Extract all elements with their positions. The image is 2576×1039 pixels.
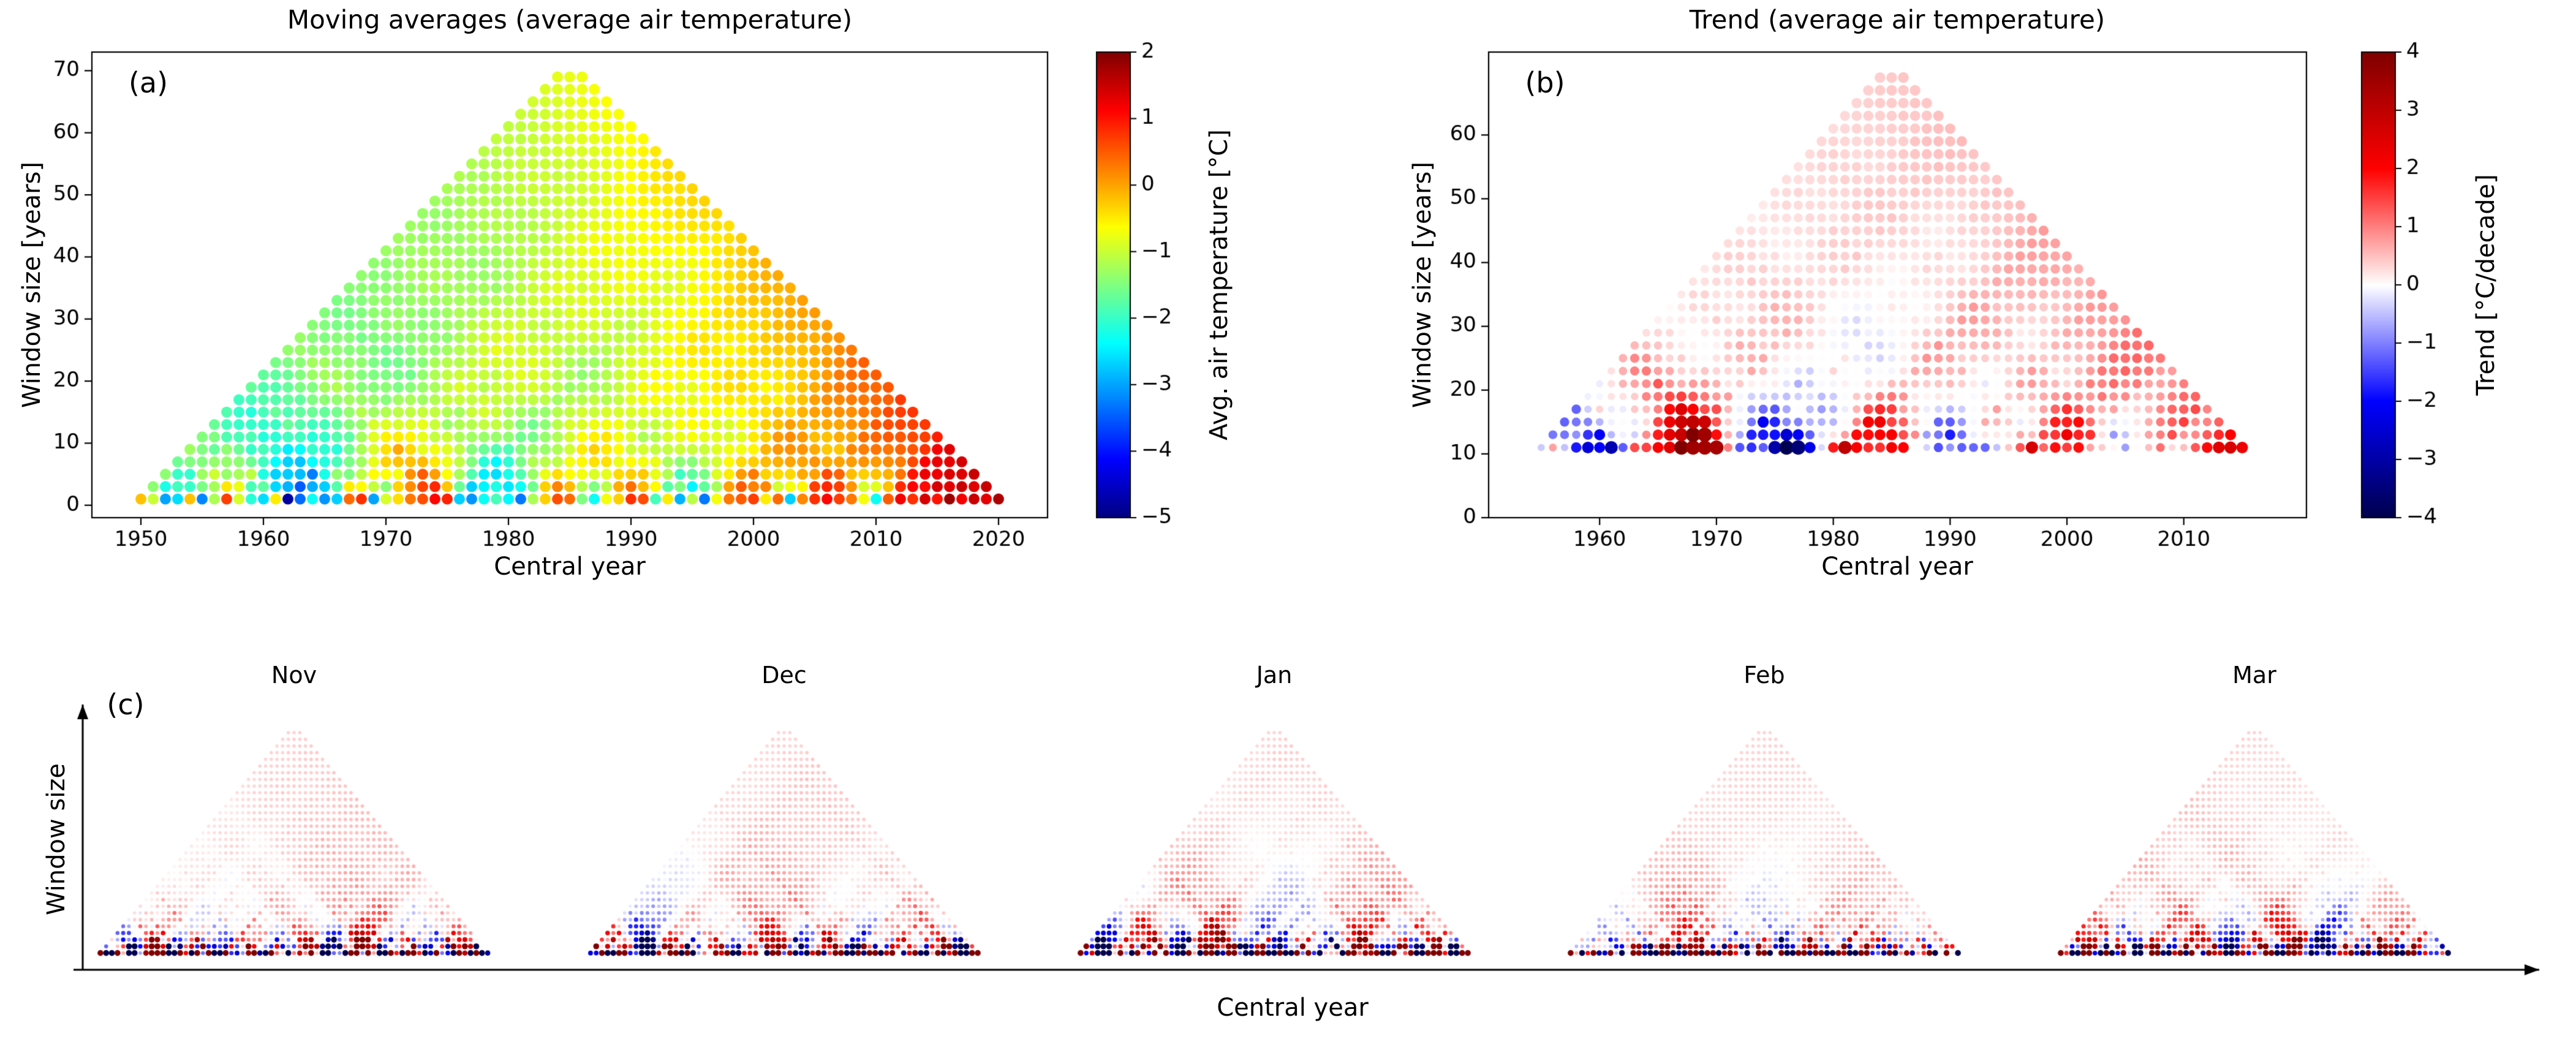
panel-b-ylabel: Window size [years] bbox=[1408, 162, 1437, 408]
panel-c-ylabel: Window size bbox=[42, 763, 70, 915]
panel-b-letter: (b) bbox=[1525, 66, 1565, 99]
panel-a-letter: (a) bbox=[128, 66, 168, 99]
panel-c-letter: (c) bbox=[107, 688, 145, 721]
panel-b-xlabel: Central year bbox=[1821, 553, 1973, 581]
month-label-mar: Mar bbox=[2232, 662, 2276, 689]
month-label-feb: Feb bbox=[1743, 662, 1785, 689]
month-label-jan: Jan bbox=[1256, 662, 1293, 689]
month-label-nov: Nov bbox=[271, 662, 317, 689]
panel-b-colorbar-label: Trend [°C/decade] bbox=[2472, 174, 2500, 396]
month-label-dec: Dec bbox=[761, 662, 807, 689]
panel-c-xlabel: Central year bbox=[1217, 994, 1369, 1022]
panel-a-title: Moving averages (average air temperature… bbox=[287, 4, 853, 35]
panel-a-xlabel: Central year bbox=[494, 553, 646, 581]
panel-a-ylabel: Window size [years] bbox=[18, 162, 46, 408]
panel-b-title: Trend (average air temperature) bbox=[1689, 4, 2106, 35]
panel-a-colorbar-label: Avg. air temperature [°C] bbox=[1205, 129, 1233, 440]
